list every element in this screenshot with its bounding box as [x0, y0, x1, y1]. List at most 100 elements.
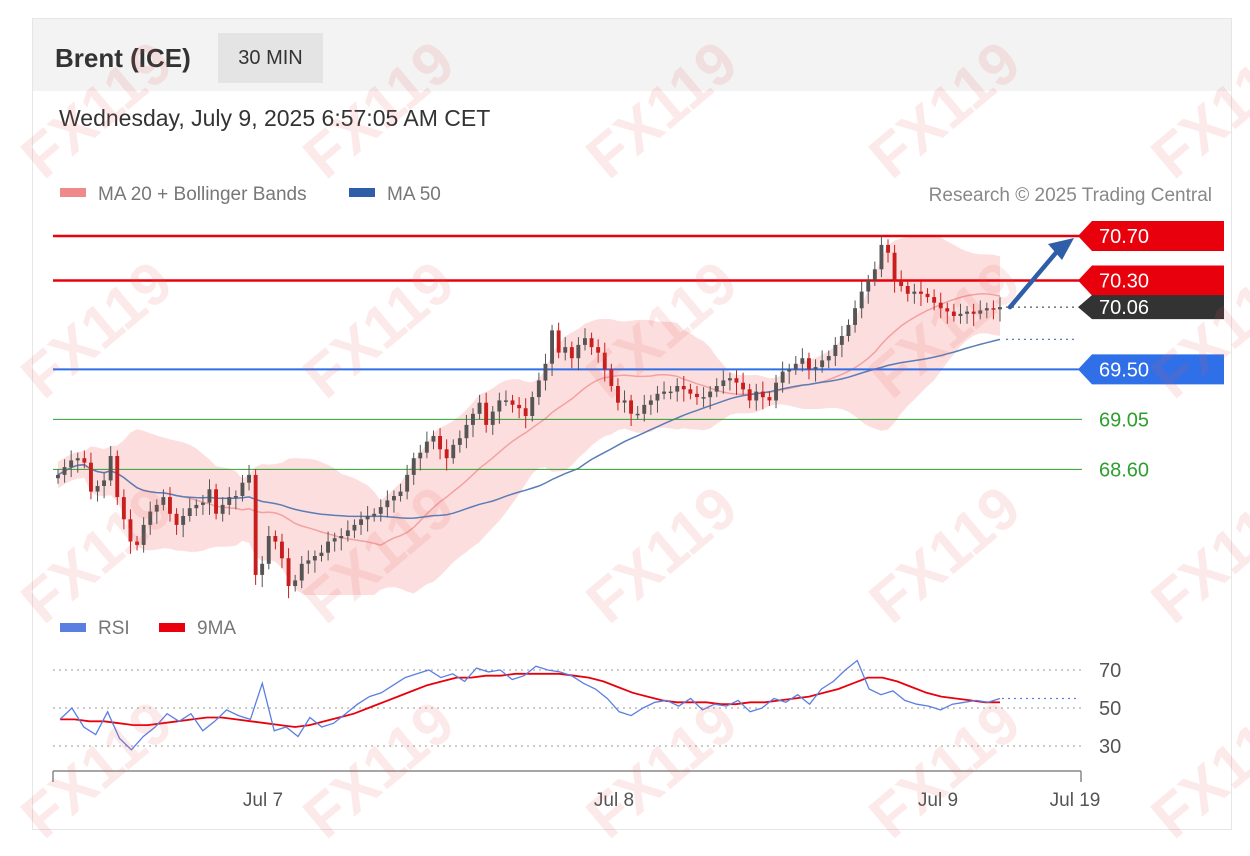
candle-body — [701, 397, 706, 399]
candle-body — [372, 513, 377, 516]
candle-body — [760, 391, 765, 398]
candle-body — [201, 502, 205, 505]
candle-body — [550, 330, 554, 364]
last-price-tag — [1078, 295, 1224, 320]
candle-body — [121, 497, 126, 520]
candle-body — [214, 489, 218, 514]
candle-body — [233, 496, 238, 498]
candle-body — [148, 511, 153, 525]
candle-body — [675, 386, 680, 392]
candle-body — [339, 536, 344, 539]
symbol-title: Brent (ICE) — [55, 43, 191, 73]
candle-body — [299, 563, 304, 581]
candle-body — [135, 541, 139, 545]
rsi-legend-swatch — [60, 623, 86, 632]
rsi-level-label-30: 30 — [1099, 736, 1121, 758]
candle-body — [510, 400, 515, 405]
candle-body — [853, 308, 857, 325]
candle-body — [75, 458, 80, 461]
candle-body — [536, 380, 541, 398]
candle-body — [951, 311, 956, 316]
x-tick-label: Jul 8 — [594, 790, 634, 811]
candle-body — [767, 397, 772, 401]
candle-body — [306, 560, 311, 564]
candle-body — [326, 541, 330, 553]
candle-body — [919, 291, 923, 294]
level-tag-70.30 — [1078, 265, 1224, 296]
ma50-legend-swatch — [349, 188, 375, 197]
candle-body — [332, 538, 337, 542]
candle-body — [734, 378, 739, 383]
candle-body — [484, 402, 489, 425]
candle-body — [833, 344, 838, 356]
candle-body — [168, 497, 172, 514]
rsi-ma-line — [60, 672, 1000, 728]
candle-body — [504, 400, 508, 402]
candle-body — [220, 504, 225, 514]
candle-body — [154, 504, 159, 512]
rsi-level-label-70: 70 — [1099, 660, 1121, 682]
candle-body — [174, 513, 179, 525]
candle-body — [866, 280, 871, 292]
ma20-legend-label: MA 20 + Bollinger Bands — [98, 184, 307, 205]
candle-body — [998, 307, 1002, 310]
candle-body — [207, 489, 212, 503]
candle-body — [602, 352, 607, 370]
candle-body — [240, 482, 245, 496]
candle-body — [227, 497, 232, 505]
candle-body — [938, 302, 943, 309]
candle-body — [813, 367, 818, 370]
candle-body — [438, 436, 442, 450]
candle-body — [807, 358, 811, 370]
x-tick-label: Jul 7 — [243, 790, 283, 811]
candle-body — [932, 297, 937, 303]
candle-body — [69, 460, 74, 468]
x-tick-label: Jul 9 — [918, 790, 958, 811]
candle-body — [187, 508, 192, 516]
candle-body — [431, 436, 436, 442]
level-tag-70.70 — [1078, 221, 1224, 251]
candle-body — [444, 449, 449, 459]
candle-body — [359, 519, 363, 525]
candle-body — [424, 441, 429, 453]
candle-body — [273, 536, 278, 542]
candle-body — [787, 369, 792, 372]
candle-body — [95, 486, 100, 492]
candle-body — [563, 347, 568, 353]
candle-body — [56, 474, 60, 479]
candle-body — [378, 507, 383, 514]
candle-body — [312, 556, 317, 561]
candle-body — [569, 347, 574, 359]
rsi-line — [59, 659, 1001, 751]
candle-body — [530, 397, 535, 416]
candle-body — [141, 524, 146, 545]
candle-body — [820, 360, 825, 368]
candle-body — [405, 474, 410, 492]
candle-body — [629, 400, 633, 414]
candle-body — [490, 411, 495, 425]
candle-body — [925, 293, 930, 298]
candle-body — [253, 474, 258, 575]
candle-body — [714, 386, 719, 392]
candle-body — [991, 308, 996, 310]
candle-body — [899, 280, 904, 286]
x-tick-label: Jul 19 — [1050, 790, 1101, 811]
candle-body — [464, 424, 469, 439]
candle-body — [945, 308, 950, 312]
candle-body — [642, 404, 647, 414]
candle-body — [266, 536, 271, 564]
candle-body — [280, 541, 284, 559]
rsi-level-label-50: 50 — [1099, 698, 1121, 720]
candle-body — [879, 244, 884, 270]
ma20-legend-swatch — [60, 188, 86, 197]
candle-body — [411, 458, 416, 475]
candle-body — [418, 452, 423, 459]
candle-body — [721, 380, 726, 386]
copyright-label: Research © 2025 Trading Central — [929, 185, 1212, 206]
candle-body — [872, 269, 877, 281]
chart-card: Brent (ICE) 30 MIN Wednesday, July 9, 20… — [32, 18, 1232, 830]
candle-body — [648, 400, 653, 405]
candle-body — [128, 519, 133, 542]
timeframe-button[interactable]: 30 MIN — [218, 33, 323, 83]
candle-body — [596, 347, 601, 353]
